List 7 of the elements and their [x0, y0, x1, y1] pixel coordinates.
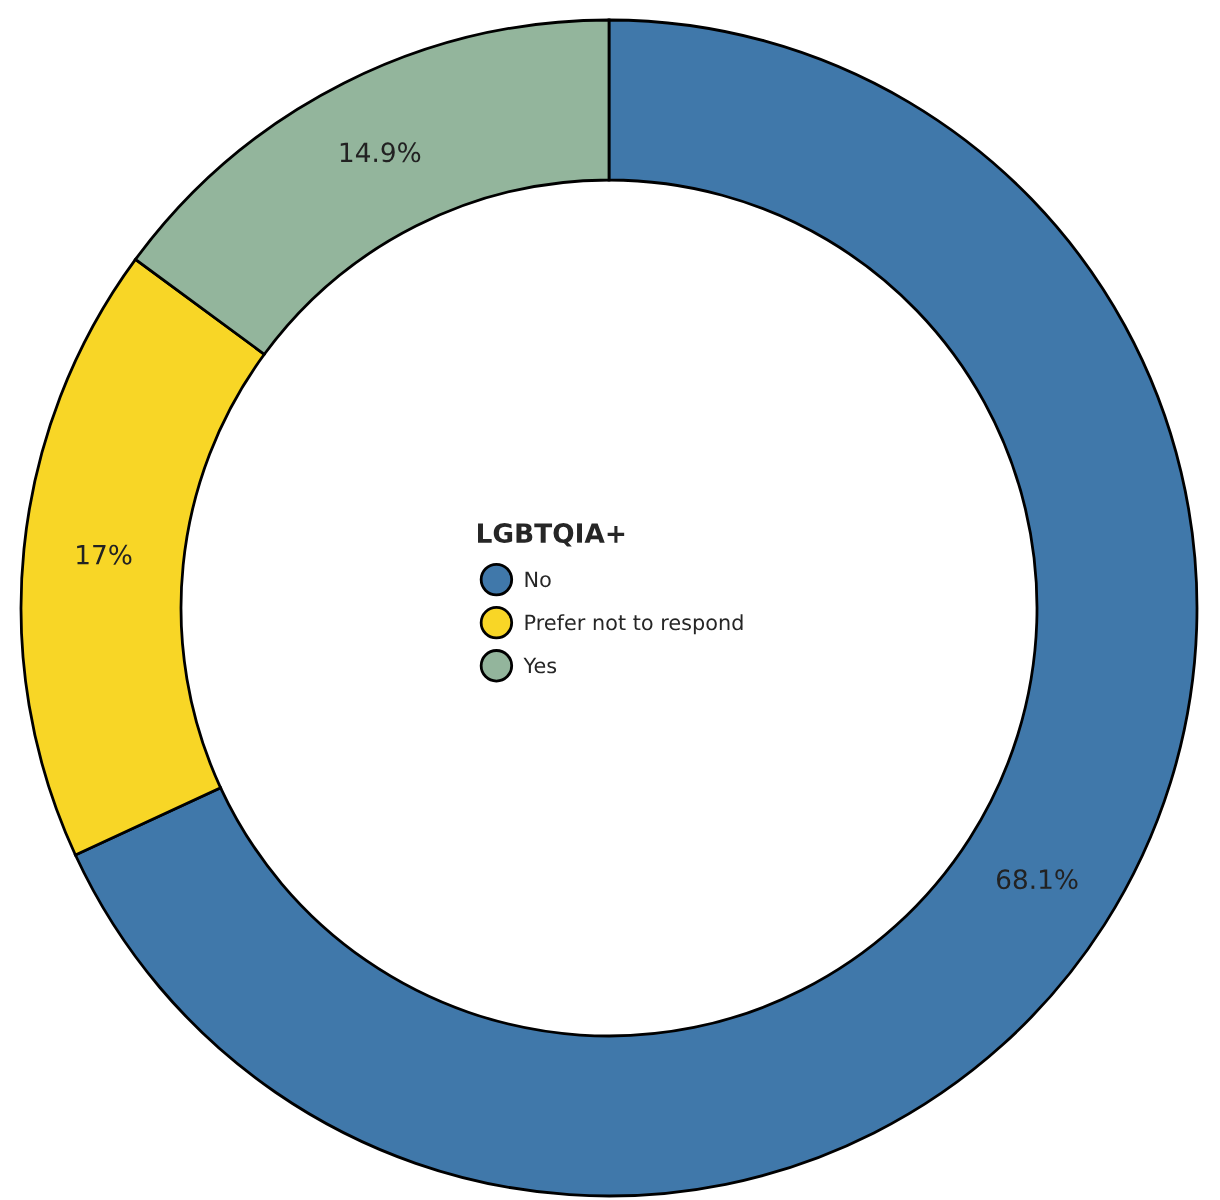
legend-title: LGBTQIA+: [478, 523, 625, 547]
legend-label: Prefer not to respond: [525, 614, 743, 635]
data-label: 14.9%: [340, 142, 421, 163]
legend-label: No: [525, 571, 551, 588]
legend-label: Yes: [523, 657, 557, 674]
data-label: 17%: [77, 544, 132, 565]
data-label: 68.1%: [996, 869, 1078, 890]
